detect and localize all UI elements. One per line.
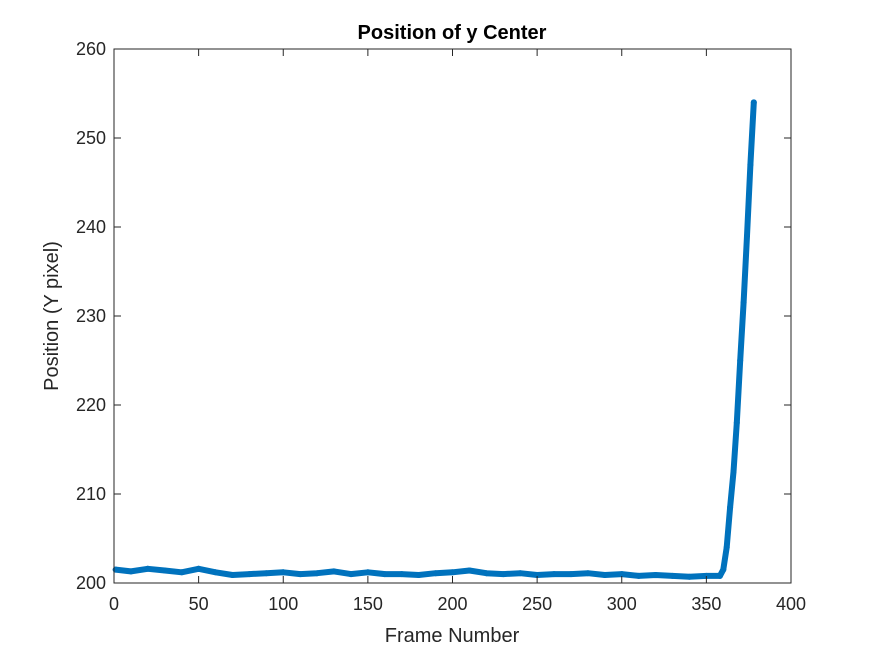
data-point [669, 572, 676, 579]
data-point [466, 567, 473, 574]
x-tick-label: 0 [109, 594, 119, 614]
data-point [195, 565, 202, 572]
y-tick-label: 210 [76, 484, 106, 504]
y-tick-label: 220 [76, 395, 106, 415]
data-point [737, 357, 744, 364]
y-tick-label: 230 [76, 306, 106, 326]
data-point [331, 568, 337, 575]
data-point [727, 504, 734, 511]
data-point [144, 565, 151, 572]
data-point [740, 299, 747, 306]
x-tick-label: 400 [776, 594, 806, 614]
data-point [716, 572, 723, 579]
data-point [584, 570, 591, 577]
data-point [635, 572, 642, 579]
series-layer [112, 99, 757, 580]
data-point [212, 569, 219, 576]
x-axis: 0 50 100 150 200 250 300 350 400 [109, 49, 806, 614]
x-tick-label: 300 [607, 594, 637, 614]
data-point [723, 544, 730, 551]
x-tick-label: 200 [437, 594, 467, 614]
data-point [483, 570, 490, 577]
data-point [720, 566, 727, 573]
data-point [127, 568, 134, 575]
data-point [568, 571, 574, 578]
data-point [500, 571, 507, 578]
data-point [161, 567, 168, 574]
data-point [534, 572, 541, 578]
data-point [364, 569, 371, 576]
data-point [652, 572, 659, 578]
x-axis-title: Frame Number [385, 625, 520, 647]
chart-title: Position of y Center [358, 22, 547, 44]
data-point [618, 571, 625, 578]
y-tick-label: 250 [76, 128, 106, 148]
data-point [415, 572, 422, 578]
data-point [601, 572, 608, 578]
data-point [703, 572, 710, 579]
x-tick-label: 350 [691, 594, 721, 614]
y-axis: 200 210 220 230 240 250 260 [76, 39, 791, 593]
data-point [432, 570, 439, 577]
data-point [381, 571, 388, 578]
plot-area [114, 49, 791, 583]
data-point [347, 571, 354, 578]
y-tick-label: 240 [76, 217, 106, 237]
x-tick-label: 150 [353, 594, 383, 614]
data-point [280, 569, 287, 576]
data-point [733, 419, 740, 426]
data-point [246, 571, 253, 578]
data-point [449, 569, 456, 576]
data-point [297, 571, 304, 578]
data-point [551, 571, 557, 578]
x-tick-label: 50 [189, 594, 209, 614]
data-point [178, 569, 185, 576]
data-point [686, 573, 693, 580]
x-tick-label: 100 [268, 594, 298, 614]
data-point [747, 161, 754, 168]
x-tick-label: 250 [522, 594, 552, 614]
data-point [314, 570, 321, 577]
data-point [730, 468, 737, 475]
data-point [229, 572, 236, 578]
data-point [398, 571, 405, 578]
data-point [744, 232, 750, 239]
data-point [750, 99, 757, 106]
y-tick-label: 200 [76, 573, 106, 593]
y-tick-label: 260 [76, 39, 106, 59]
data-point [517, 570, 524, 577]
y-axis-title: Position (Y pixel) [41, 241, 63, 391]
data-point [263, 570, 270, 577]
